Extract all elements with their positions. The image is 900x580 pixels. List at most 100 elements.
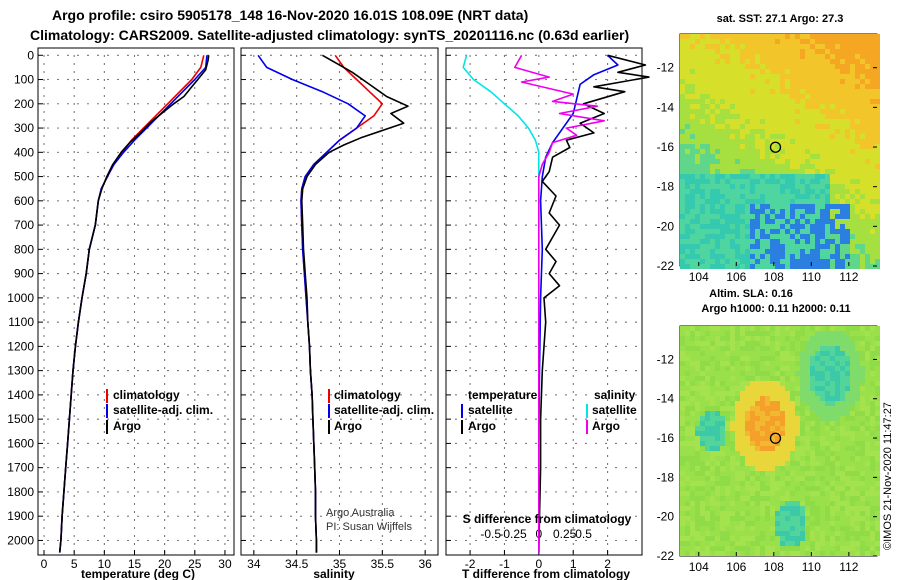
- map-cell: [840, 239, 845, 244]
- map-cell: [855, 244, 860, 249]
- map-cell: [700, 386, 705, 391]
- map-cell: [680, 229, 685, 234]
- map-cell: [710, 54, 715, 59]
- map-cell: [775, 239, 780, 244]
- map-cell: [735, 139, 740, 144]
- grid-dot: [360, 224, 362, 226]
- map-cell: [815, 134, 820, 139]
- map-cell: [810, 491, 815, 496]
- map-cell: [685, 119, 690, 124]
- map-cell: [700, 114, 705, 119]
- map-cell: [775, 64, 780, 69]
- grid-dot: [67, 394, 69, 396]
- map-cell: [680, 341, 685, 346]
- grid-dot: [137, 370, 139, 372]
- map-cell: [775, 159, 780, 164]
- map-cell: [730, 396, 735, 401]
- map-cell: [785, 109, 790, 114]
- map-cell: [870, 239, 875, 244]
- map-cell: [780, 84, 785, 89]
- map-cell: [705, 84, 710, 89]
- map-cell: [815, 239, 820, 244]
- map-cell: [725, 536, 730, 541]
- map-cell: [860, 189, 865, 194]
- map-cell: [825, 84, 830, 89]
- map-cell: [865, 501, 870, 506]
- grid-dot: [164, 319, 166, 321]
- map-cell: [730, 259, 735, 264]
- grid-dot: [73, 55, 75, 57]
- map-cell: [705, 386, 710, 391]
- map-cell: [875, 229, 880, 234]
- map-cell: [715, 436, 720, 441]
- map-cell: [815, 536, 820, 541]
- grid-dot: [250, 297, 252, 299]
- map-cell: [730, 189, 735, 194]
- map-cell: [840, 164, 845, 169]
- grid-dot: [127, 103, 129, 105]
- map-cell: [760, 69, 765, 74]
- grid-dot: [420, 297, 422, 299]
- grid-dot: [194, 447, 196, 449]
- map-cell: [795, 441, 800, 446]
- map-cell: [690, 209, 695, 214]
- map-cell: [850, 144, 855, 149]
- map-cell: [770, 124, 775, 129]
- map-cell: [680, 551, 685, 556]
- grid-dot: [164, 375, 166, 377]
- grid-dot: [147, 175, 149, 178]
- map-cell: [765, 109, 770, 114]
- map-cell: [710, 174, 715, 179]
- map-cell: [870, 179, 875, 184]
- map-cell: [740, 169, 745, 174]
- grid-dot: [390, 467, 392, 469]
- xtick-label: 20: [158, 557, 172, 571]
- grid-dot: [217, 442, 219, 445]
- map-cell: [740, 351, 745, 356]
- map-cell: [725, 239, 730, 244]
- grid-dot: [270, 175, 272, 178]
- map-cell: [750, 264, 755, 269]
- map-cell: [765, 159, 770, 164]
- map-cell: [835, 179, 840, 184]
- map-cell: [730, 346, 735, 351]
- map-cell: [810, 546, 815, 551]
- map-cell: [865, 109, 870, 114]
- grid-dot: [224, 63, 226, 65]
- map-cell: [740, 79, 745, 84]
- map-cell: [870, 194, 875, 199]
- map-cell: [800, 391, 805, 396]
- map-cell: [725, 259, 730, 264]
- map-cell: [855, 84, 860, 89]
- map-cell: [865, 346, 870, 351]
- map-cell: [800, 411, 805, 416]
- grid-dot: [280, 200, 282, 202]
- grid-dot: [194, 519, 196, 521]
- map-cell: [780, 431, 785, 436]
- map-cell: [785, 476, 790, 481]
- map-cell: [795, 501, 800, 506]
- map-cell: [775, 366, 780, 371]
- map-cell: [875, 496, 880, 501]
- map-cell: [820, 174, 825, 179]
- map-cell: [715, 39, 720, 44]
- map-cell: [695, 104, 700, 109]
- map-cell: [750, 381, 755, 386]
- grid-dot: [97, 515, 99, 517]
- map-cell: [745, 224, 750, 229]
- map-cell: [830, 536, 835, 541]
- map-cell: [740, 129, 745, 134]
- map-cell: [805, 139, 810, 144]
- map-cell: [760, 511, 765, 516]
- map-cell: [860, 501, 865, 506]
- grid-dot: [43, 383, 45, 385]
- map-cell: [735, 351, 740, 356]
- grid-dot: [224, 271, 226, 273]
- map-cell: [730, 441, 735, 446]
- map-cell: [830, 511, 835, 516]
- grid-dot: [207, 273, 209, 275]
- grid-dot: [420, 248, 422, 250]
- map-cell: [805, 446, 810, 451]
- grid-dot: [133, 335, 136, 337]
- map-cell: [775, 164, 780, 169]
